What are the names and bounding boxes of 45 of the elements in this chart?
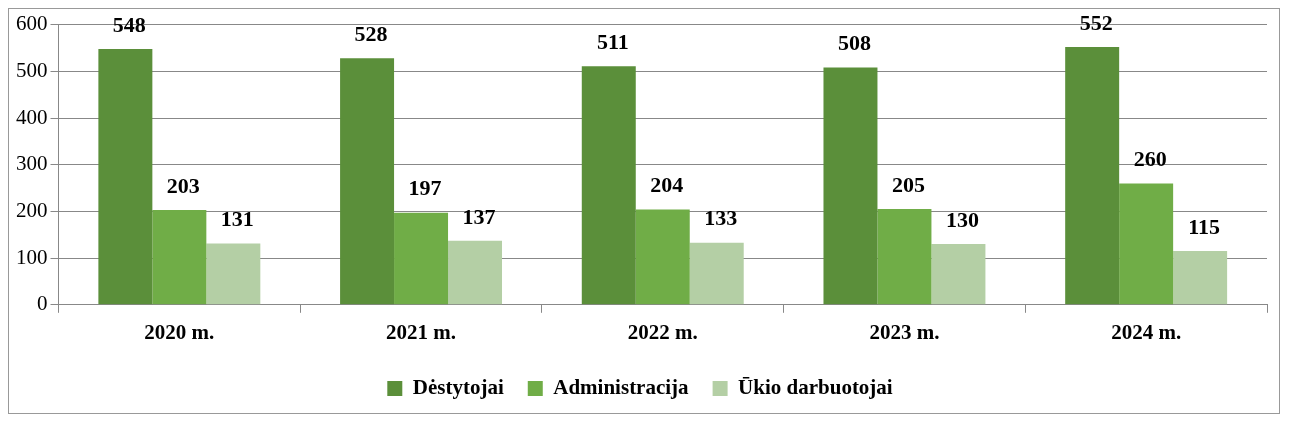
bar [1065,47,1120,305]
bar [340,58,395,305]
data-label: 548 [112,11,146,37]
bar [635,209,690,305]
data-label: 133 [704,205,738,231]
bar [448,240,503,305]
bar [394,212,449,305]
data-label: 528 [354,20,388,46]
y-tick-label: 400 [16,104,48,129]
legend-label: Ūkio darbuotojai [738,374,893,399]
legend-label: Dėstytojai [412,374,504,399]
data-label: 260 [1133,146,1167,172]
x-tick-label: 2021 m. [386,319,457,344]
data-label: 197 [408,175,442,201]
data-label: 203 [166,172,200,198]
data-label: 131 [220,206,254,232]
bar [206,243,261,305]
x-tick-label: 2020 m. [144,319,215,344]
y-tick-label: 300 [16,151,48,176]
bar [877,209,932,305]
bar [1173,251,1228,305]
y-tick-label: 200 [16,197,48,222]
x-tick-label: 2023 m. [869,319,940,344]
data-label: 511 [596,28,629,54]
y-tick-label: 600 [16,11,48,36]
bar [581,66,636,305]
bar [98,48,153,305]
legend-label: Administracija [553,374,690,399]
data-label: 205 [891,171,925,197]
bar [823,67,878,305]
x-tick-label: 2024 m. [1111,319,1182,344]
data-label: 204 [650,172,684,198]
bar [1119,183,1174,305]
y-tick-label: 100 [16,244,48,269]
data-label: 508 [837,30,871,56]
x-tick-label: 2022 m. [627,319,698,344]
data-label: 552 [1079,9,1113,35]
y-tick-label: 500 [16,57,48,82]
y-tick-label: 0 [37,291,48,316]
data-label: 115 [1188,213,1221,239]
data-label: 137 [462,203,496,229]
data-label: 130 [945,206,979,232]
bar [152,210,207,305]
bar [689,242,744,305]
bar [931,244,986,305]
